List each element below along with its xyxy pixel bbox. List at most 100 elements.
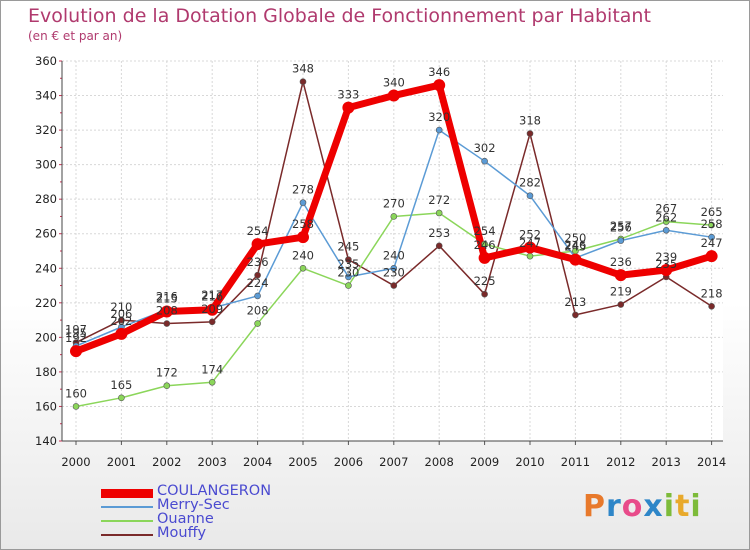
data-label: 174: [201, 362, 223, 376]
logo-letter: i: [663, 489, 676, 524]
logo-letter: i: [690, 489, 702, 524]
data-point: [708, 233, 715, 241]
data-point: [70, 345, 82, 358]
logo-letter: x: [643, 489, 664, 524]
data-point: [524, 241, 536, 254]
x-tick-label: 2003: [198, 455, 227, 469]
data-label: 258: [292, 217, 314, 231]
data-point: [478, 251, 491, 264]
data-point: [387, 89, 400, 102]
data-label: 202: [110, 314, 132, 328]
data-point: [118, 394, 125, 402]
data-point: [481, 157, 488, 165]
legend-swatch: [101, 506, 153, 508]
data-point: [299, 78, 307, 86]
data-label: 258: [701, 217, 723, 231]
data-label: 246: [564, 238, 586, 252]
data-label: 240: [292, 248, 314, 262]
data-label: 240: [383, 248, 405, 262]
data-label: 218: [701, 286, 723, 300]
y-tick-label: 240: [35, 261, 57, 275]
data-label: 265: [701, 205, 723, 219]
data-point: [299, 264, 307, 272]
data-label: 239: [655, 250, 677, 264]
data-point: [118, 316, 125, 324]
data-point: [569, 253, 582, 266]
data-label: 320: [428, 110, 450, 124]
data-label: 235: [655, 257, 677, 271]
x-tick-label: 2002: [152, 455, 181, 469]
data-point: [617, 301, 625, 308]
logo-letter: t: [675, 489, 691, 524]
data-label: 165: [110, 378, 132, 392]
legend-swatch: [101, 489, 153, 498]
data-label: 254: [474, 224, 496, 238]
data-point: [390, 213, 398, 220]
y-tick-label: 200: [35, 330, 57, 344]
data-point: [342, 101, 355, 114]
legend-label: COULANGERON: [157, 483, 272, 499]
data-label: 209: [201, 302, 223, 316]
data-label: 246: [474, 238, 496, 252]
data-point: [163, 320, 171, 327]
data-label: 245: [564, 240, 586, 254]
data-point: [481, 290, 488, 298]
data-point: [708, 221, 715, 229]
data-label: 160: [65, 386, 87, 400]
x-tick-label: 2005: [288, 455, 317, 469]
y-tick-label: 360: [35, 54, 57, 68]
data-label: 236: [247, 255, 269, 269]
x-tick-label: 2013: [652, 455, 681, 469]
data-label: 236: [610, 255, 632, 269]
data-point: [251, 238, 264, 251]
data-label: 318: [519, 114, 541, 128]
x-tick-label: 2004: [243, 455, 272, 469]
data-point: [662, 218, 670, 225]
data-label: 253: [428, 226, 450, 240]
x-tick-label: 2009: [470, 455, 499, 469]
x-tick-label: 2001: [107, 455, 136, 469]
data-label: 278: [292, 183, 314, 197]
data-point: [435, 209, 443, 217]
data-point: [163, 382, 171, 390]
data-point: [254, 292, 261, 300]
data-label: 219: [610, 285, 632, 299]
x-tick-label: 2012: [606, 455, 635, 469]
data-point: [345, 273, 352, 281]
data-label: 250: [564, 231, 586, 245]
data-point: [708, 302, 715, 310]
legend-label: Mouffy: [157, 525, 207, 541]
data-label: 348: [292, 62, 314, 76]
x-tick-label: 2006: [334, 455, 363, 469]
data-point: [662, 226, 670, 234]
data-point: [390, 264, 398, 272]
proxiti-logo: Proxiti: [583, 489, 702, 524]
data-label: 216: [156, 290, 178, 304]
data-label: 230: [383, 266, 405, 280]
data-label: 262: [655, 210, 677, 224]
data-label: 224: [247, 276, 269, 290]
x-tick-label: 2000: [61, 455, 90, 469]
y-tick-label: 340: [35, 89, 57, 103]
data-point: [435, 242, 443, 250]
x-tick-label: 2011: [561, 455, 590, 469]
data-label: 247: [519, 236, 541, 250]
data-label: 210: [110, 300, 132, 314]
data-point: [526, 192, 534, 200]
logo-letter: P: [583, 489, 606, 524]
logo-letter: r: [606, 489, 622, 524]
y-tick-label: 300: [35, 158, 57, 172]
data-label: 254: [247, 224, 269, 238]
data-label: 340: [383, 76, 405, 90]
data-label: 252: [519, 228, 541, 242]
legend-label: Ouanne: [157, 511, 214, 527]
chart-subtitle: (en € et par an): [28, 29, 123, 43]
data-label: 302: [474, 141, 496, 155]
data-label: 208: [247, 304, 269, 318]
x-tick-label: 2008: [425, 455, 454, 469]
data-point: [433, 79, 446, 92]
data-label: 225: [474, 274, 496, 288]
data-point: [345, 256, 352, 263]
data-point: [390, 282, 398, 289]
